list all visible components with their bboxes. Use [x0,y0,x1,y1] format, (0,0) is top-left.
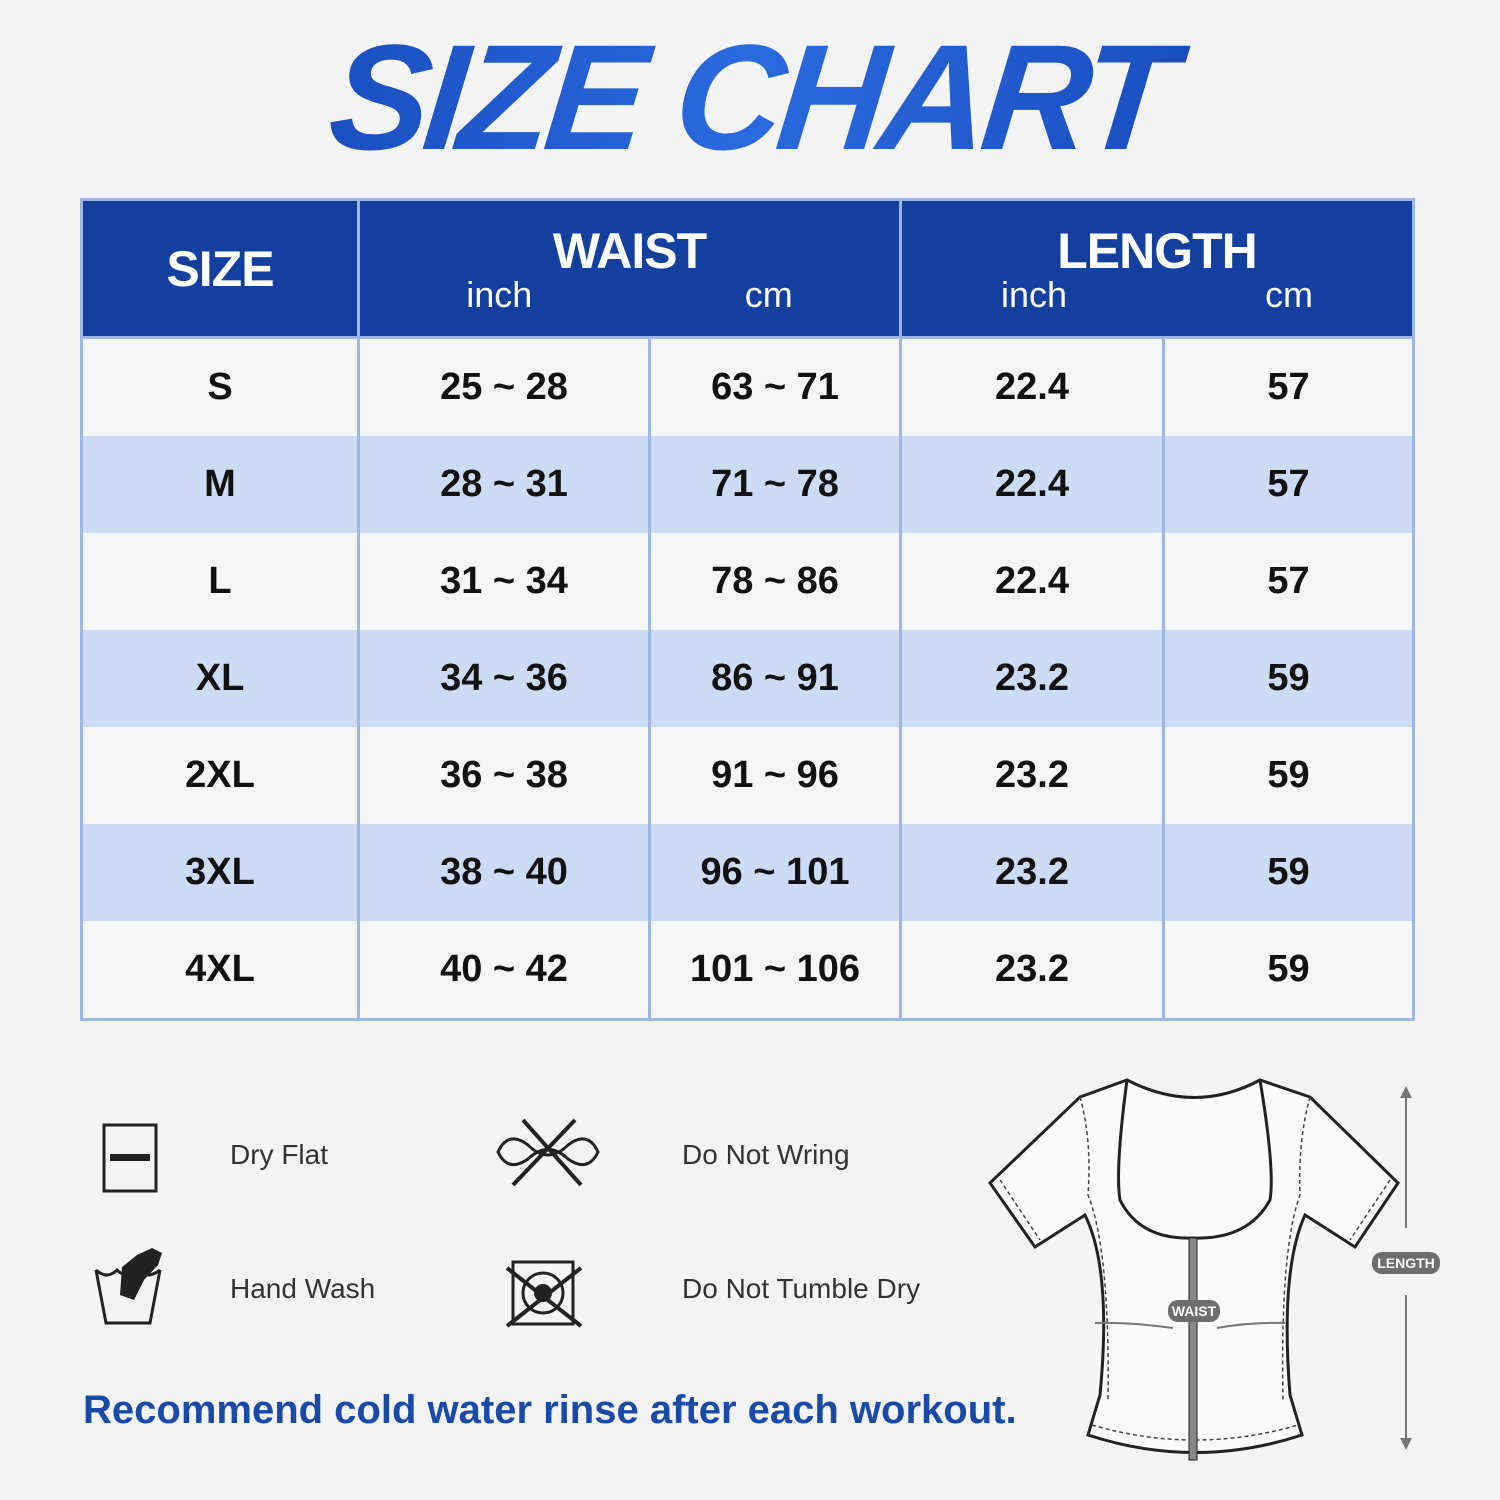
cell-length-cm: 57 [1162,337,1416,436]
table-row: 2XL 36 ~ 38 91 ~ 96 23.2 59 [80,727,1416,824]
unit-cm: cm [1265,273,1314,315]
page-title: SIZE CHART [0,13,1500,181]
cell-waist-cm: 101 ~ 106 [647,921,903,1021]
table-row: L 31 ~ 34 78 ~ 86 22.4 57 [80,533,1416,630]
table-row: S 25 ~ 28 63 ~ 71 22.4 57 [80,337,1416,436]
cell-waist-inch: 34 ~ 36 [357,630,651,727]
cell-waist-inch: 28 ~ 31 [357,436,651,533]
hand-wash-icon [94,1248,162,1325]
waist-label: WAIST [1172,1303,1217,1319]
cell-size: 3XL [80,824,360,921]
table-row: 4XL 40 ~ 42 101 ~ 106 23.2 59 [80,921,1416,1021]
cell-length-inch: 23.2 [899,921,1166,1021]
cell-waist-cm: 96 ~ 101 [647,824,903,921]
cell-length-inch: 22.4 [899,337,1166,436]
unit-inch: inch [466,273,533,315]
do-not-tumble-dry-icon [505,1260,583,1328]
cell-waist-inch: 31 ~ 34 [357,533,651,630]
cell-length-cm: 59 [1162,727,1416,824]
cell-size: L [80,533,360,630]
table-row: XL 34 ~ 36 86 ~ 91 23.2 59 [80,630,1416,727]
cell-length-inch: 23.2 [899,727,1166,824]
cell-waist-inch: 40 ~ 42 [357,921,651,1021]
care-note: Recommend cold water rinse after each wo… [83,1388,1017,1432]
cell-size: S [80,337,360,436]
dry-flat-icon [102,1123,158,1193]
care-label-do-not-tumble-dry: Do Not Tumble Dry [682,1273,921,1304]
cell-size: 4XL [80,921,360,1021]
care-label-do-not-wring: Do Not Wring [682,1139,850,1170]
cell-length-cm: 59 [1162,630,1416,727]
cell-waist-cm: 71 ~ 78 [647,436,903,533]
unit-inch: inch [1001,273,1068,315]
cell-waist-inch: 38 ~ 40 [357,824,651,921]
cell-waist-cm: 91 ~ 96 [647,727,903,824]
cell-waist-cm: 86 ~ 91 [647,630,903,727]
header-waist: WAIST inch cm [356,198,903,339]
table-row: M 28 ~ 31 71 ~ 78 22.4 57 [80,436,1416,533]
cell-size: XL [80,630,360,727]
cell-size: 2XL [80,727,360,824]
cell-waist-inch: 36 ~ 38 [357,727,651,824]
cell-length-cm: 59 [1162,824,1416,921]
cell-length-inch: 22.4 [899,533,1166,630]
zipper [1188,1237,1198,1461]
cell-size: M [80,436,360,533]
cell-waist-cm: 63 ~ 71 [647,337,903,436]
table-row: 3XL 38 ~ 40 96 ~ 101 23.2 59 [80,824,1416,921]
care-label-hand-wash: Hand Wash [230,1273,376,1304]
shirt-diagram: WAIST LENGTH [988,1078,1440,1461]
care-label-dry-flat: Dry Flat [230,1139,328,1170]
cell-length-cm: 59 [1162,921,1416,1021]
length-label: LENGTH [1377,1255,1435,1271]
cell-length-inch: 23.2 [899,824,1166,921]
cell-length-inch: 22.4 [899,436,1166,533]
cell-length-cm: 57 [1162,533,1416,630]
cell-length-cm: 57 [1162,436,1416,533]
header-length: LENGTH inch cm [899,198,1416,339]
do-not-wring-icon [496,1118,600,1187]
unit-cm: cm [744,273,793,315]
cell-waist-inch: 25 ~ 28 [357,337,651,436]
size-table: SIZE WAIST inch cm LENGTH inch cm S 25 ~ 28… [80,198,1416,1021]
cell-waist-cm: 78 ~ 86 [647,533,903,630]
header-size: SIZE [80,198,360,339]
cell-length-inch: 23.2 [899,630,1166,727]
